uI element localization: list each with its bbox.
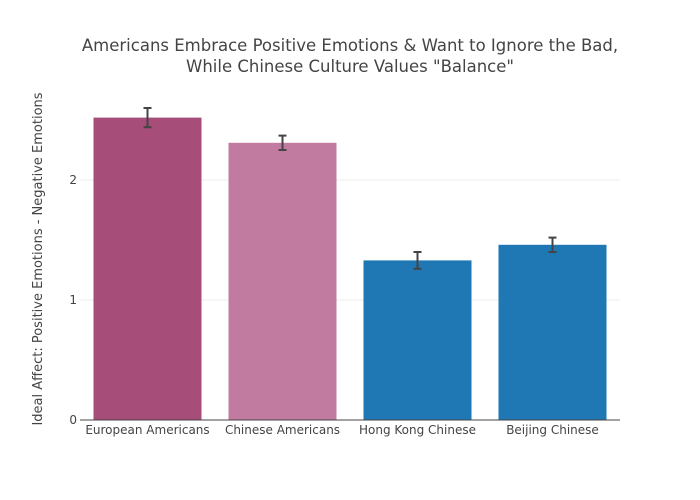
bar (93, 117, 202, 420)
chart-title-line-1: Americans Embrace Positive Emotions & Wa… (82, 36, 618, 55)
error-bar (413, 251, 422, 270)
y-tick-label: 1 (69, 293, 77, 307)
y-tick-label: 0 (69, 413, 77, 427)
bar (363, 260, 472, 420)
x-axis-ticks: European Americans Chinese Americans Hong … (85, 423, 598, 437)
bars (93, 117, 607, 421)
x-tick-label: Hong Kong Chinese (359, 423, 476, 437)
bar (498, 244, 607, 420)
x-tick-label: Beijing Chinese (506, 423, 599, 437)
x-tick-label: Chinese Americans (225, 423, 340, 437)
chart-title: Americans Embrace Positive Emotions & Wa… (82, 36, 618, 76)
y-axis-ticks: 0 1 2 (69, 173, 77, 427)
y-axis-label: Ideal Affect: Positive Emotions - Negati… (31, 92, 46, 425)
bar (228, 142, 337, 421)
error-bar (548, 236, 557, 253)
error-bar (278, 134, 287, 151)
x-tick-label: European Americans (85, 423, 209, 437)
error-bars (143, 107, 557, 270)
error-bar (143, 107, 152, 129)
y-tick-label: 2 (69, 173, 77, 187)
chart-title-line-2: While Chinese Culture Values "Balance" (186, 57, 514, 76)
